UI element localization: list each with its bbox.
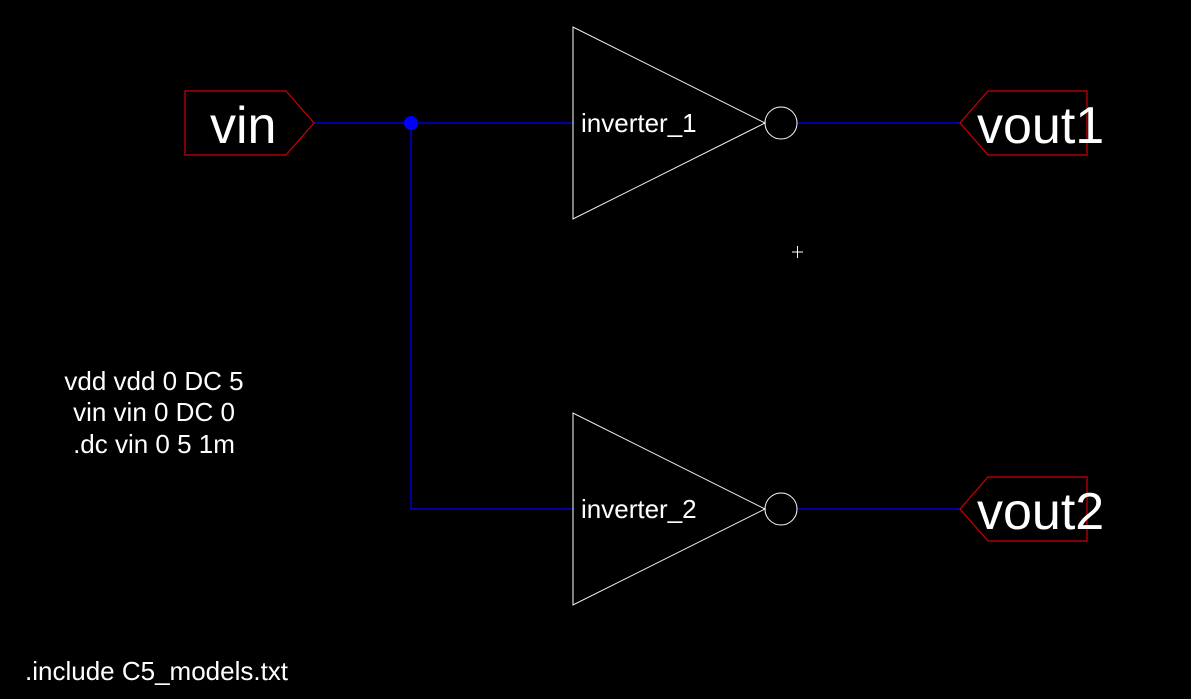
wires: [314, 122, 960, 510]
inverter-1-bubble: [764, 106, 798, 140]
output-pin-vout1[interactable]: vout1: [959, 90, 1104, 156]
crosshair-cursor-icon: [792, 246, 803, 258]
inverter-1-symbol[interactable]: inverter_1: [572, 26, 798, 220]
spice-line-vin: vin vin 0 DC 0: [73, 397, 235, 427]
output-pin-1-label: vout1: [977, 97, 1104, 155]
input-pin-shape: [184, 90, 315, 156]
output-pin-2-shape: [959, 476, 1088, 542]
spice-line-vdd: vdd vdd 0 DC 5: [64, 366, 243, 396]
wire-junction-dot[interactable]: [404, 116, 418, 130]
inverter-2-triangle: [572, 412, 767, 606]
input-pin-label: vin: [210, 97, 276, 155]
output-pin-vout2[interactable]: vout2: [959, 476, 1104, 542]
input-pin-vin[interactable]: vin: [184, 90, 315, 156]
spice-include-directive[interactable]: .include C5_models.txt: [25, 656, 289, 686]
inverter-2-symbol[interactable]: inverter_2: [572, 412, 798, 606]
inverter-1-label: inverter_1: [581, 108, 697, 138]
inverter-1-triangle: [572, 26, 767, 220]
output-pin-2-label: vout2: [977, 483, 1104, 541]
spice-line-dc: .dc vin 0 5 1m: [73, 429, 235, 459]
output-pin-1-shape: [959, 90, 1088, 156]
inverter-2-bubble: [764, 492, 798, 526]
inverter-2-label: inverter_2: [581, 494, 697, 524]
spice-directive-block[interactable]: vdd vdd 0 DC 5 vin vin 0 DC 0 .dc vin 0 …: [64, 366, 243, 459]
